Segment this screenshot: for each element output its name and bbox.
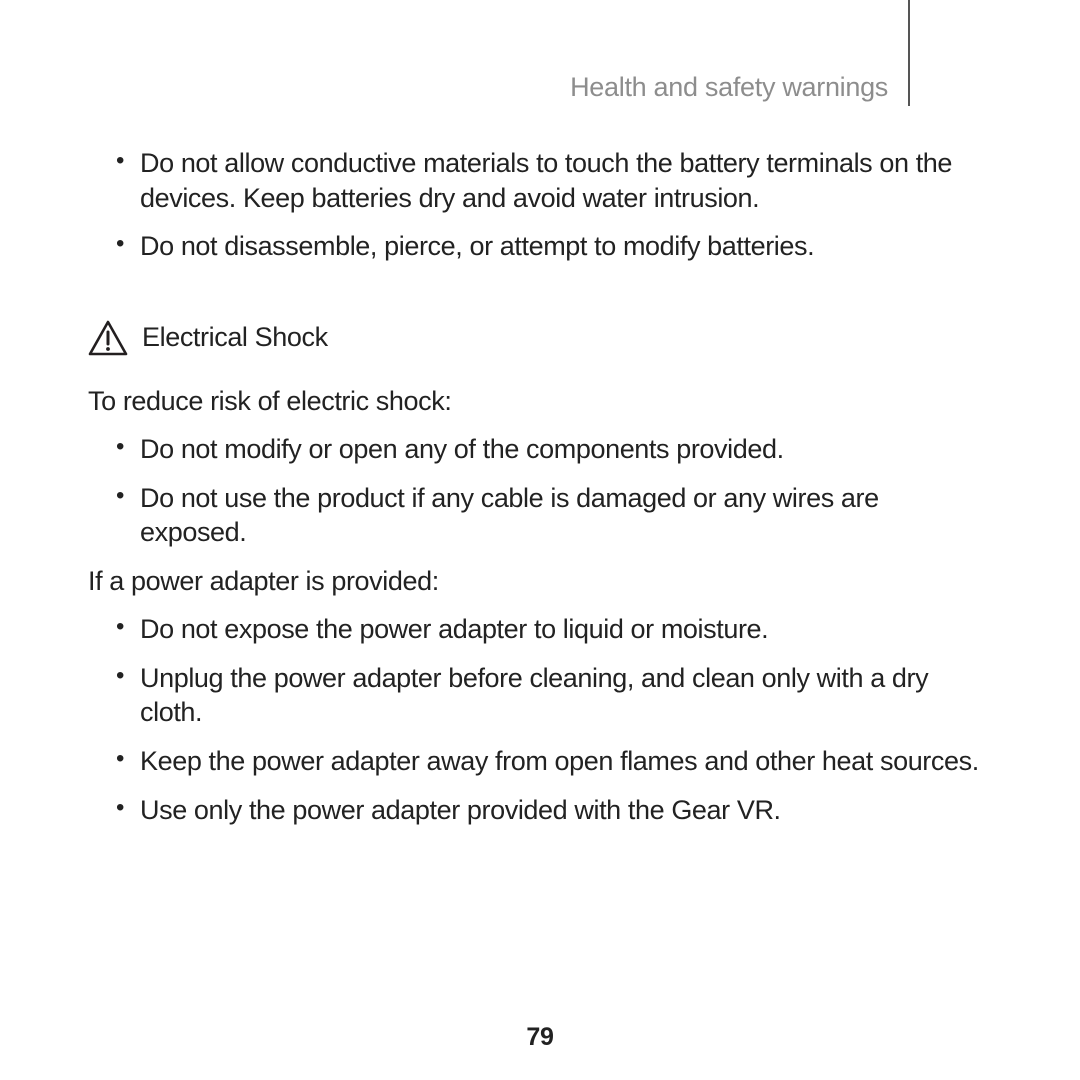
- list-item: Keep the power adapter away from open fl…: [116, 744, 992, 779]
- manual-page: Health and safety warnings Do not allow …: [88, 0, 992, 1080]
- group1-intro: To reduce risk of electric shock:: [88, 384, 992, 419]
- list-item: Do not modify or open any of the compone…: [116, 432, 992, 467]
- list-item: Do not use the product if any cable is d…: [116, 481, 992, 550]
- list-item: Do not allow conductive materials to tou…: [116, 146, 992, 215]
- list-item: Do not expose the power adapter to liqui…: [116, 612, 992, 647]
- section-title: Electrical Shock: [142, 320, 328, 355]
- group1-list: Do not modify or open any of the compone…: [88, 432, 992, 550]
- list-item: Do not disassemble, pierce, or attempt t…: [116, 229, 992, 264]
- list-item: Use only the power adapter provided with…: [116, 793, 992, 828]
- header-vertical-rule: [908, 0, 910, 106]
- page-content: Do not allow conductive materials to tou…: [88, 146, 992, 841]
- group2-list: Do not expose the power adapter to liqui…: [88, 612, 992, 827]
- battery-warnings-list: Do not allow conductive materials to tou…: [88, 146, 992, 264]
- warning-triangle-icon: [88, 320, 128, 356]
- list-item: Unplug the power adapter before cleaning…: [116, 661, 992, 730]
- page-number: 79: [88, 1023, 992, 1052]
- page-header-title: Health and safety warnings: [570, 72, 888, 103]
- group2-intro: If a power adapter is provided:: [88, 564, 992, 599]
- section-heading-electrical-shock: Electrical Shock: [88, 320, 992, 356]
